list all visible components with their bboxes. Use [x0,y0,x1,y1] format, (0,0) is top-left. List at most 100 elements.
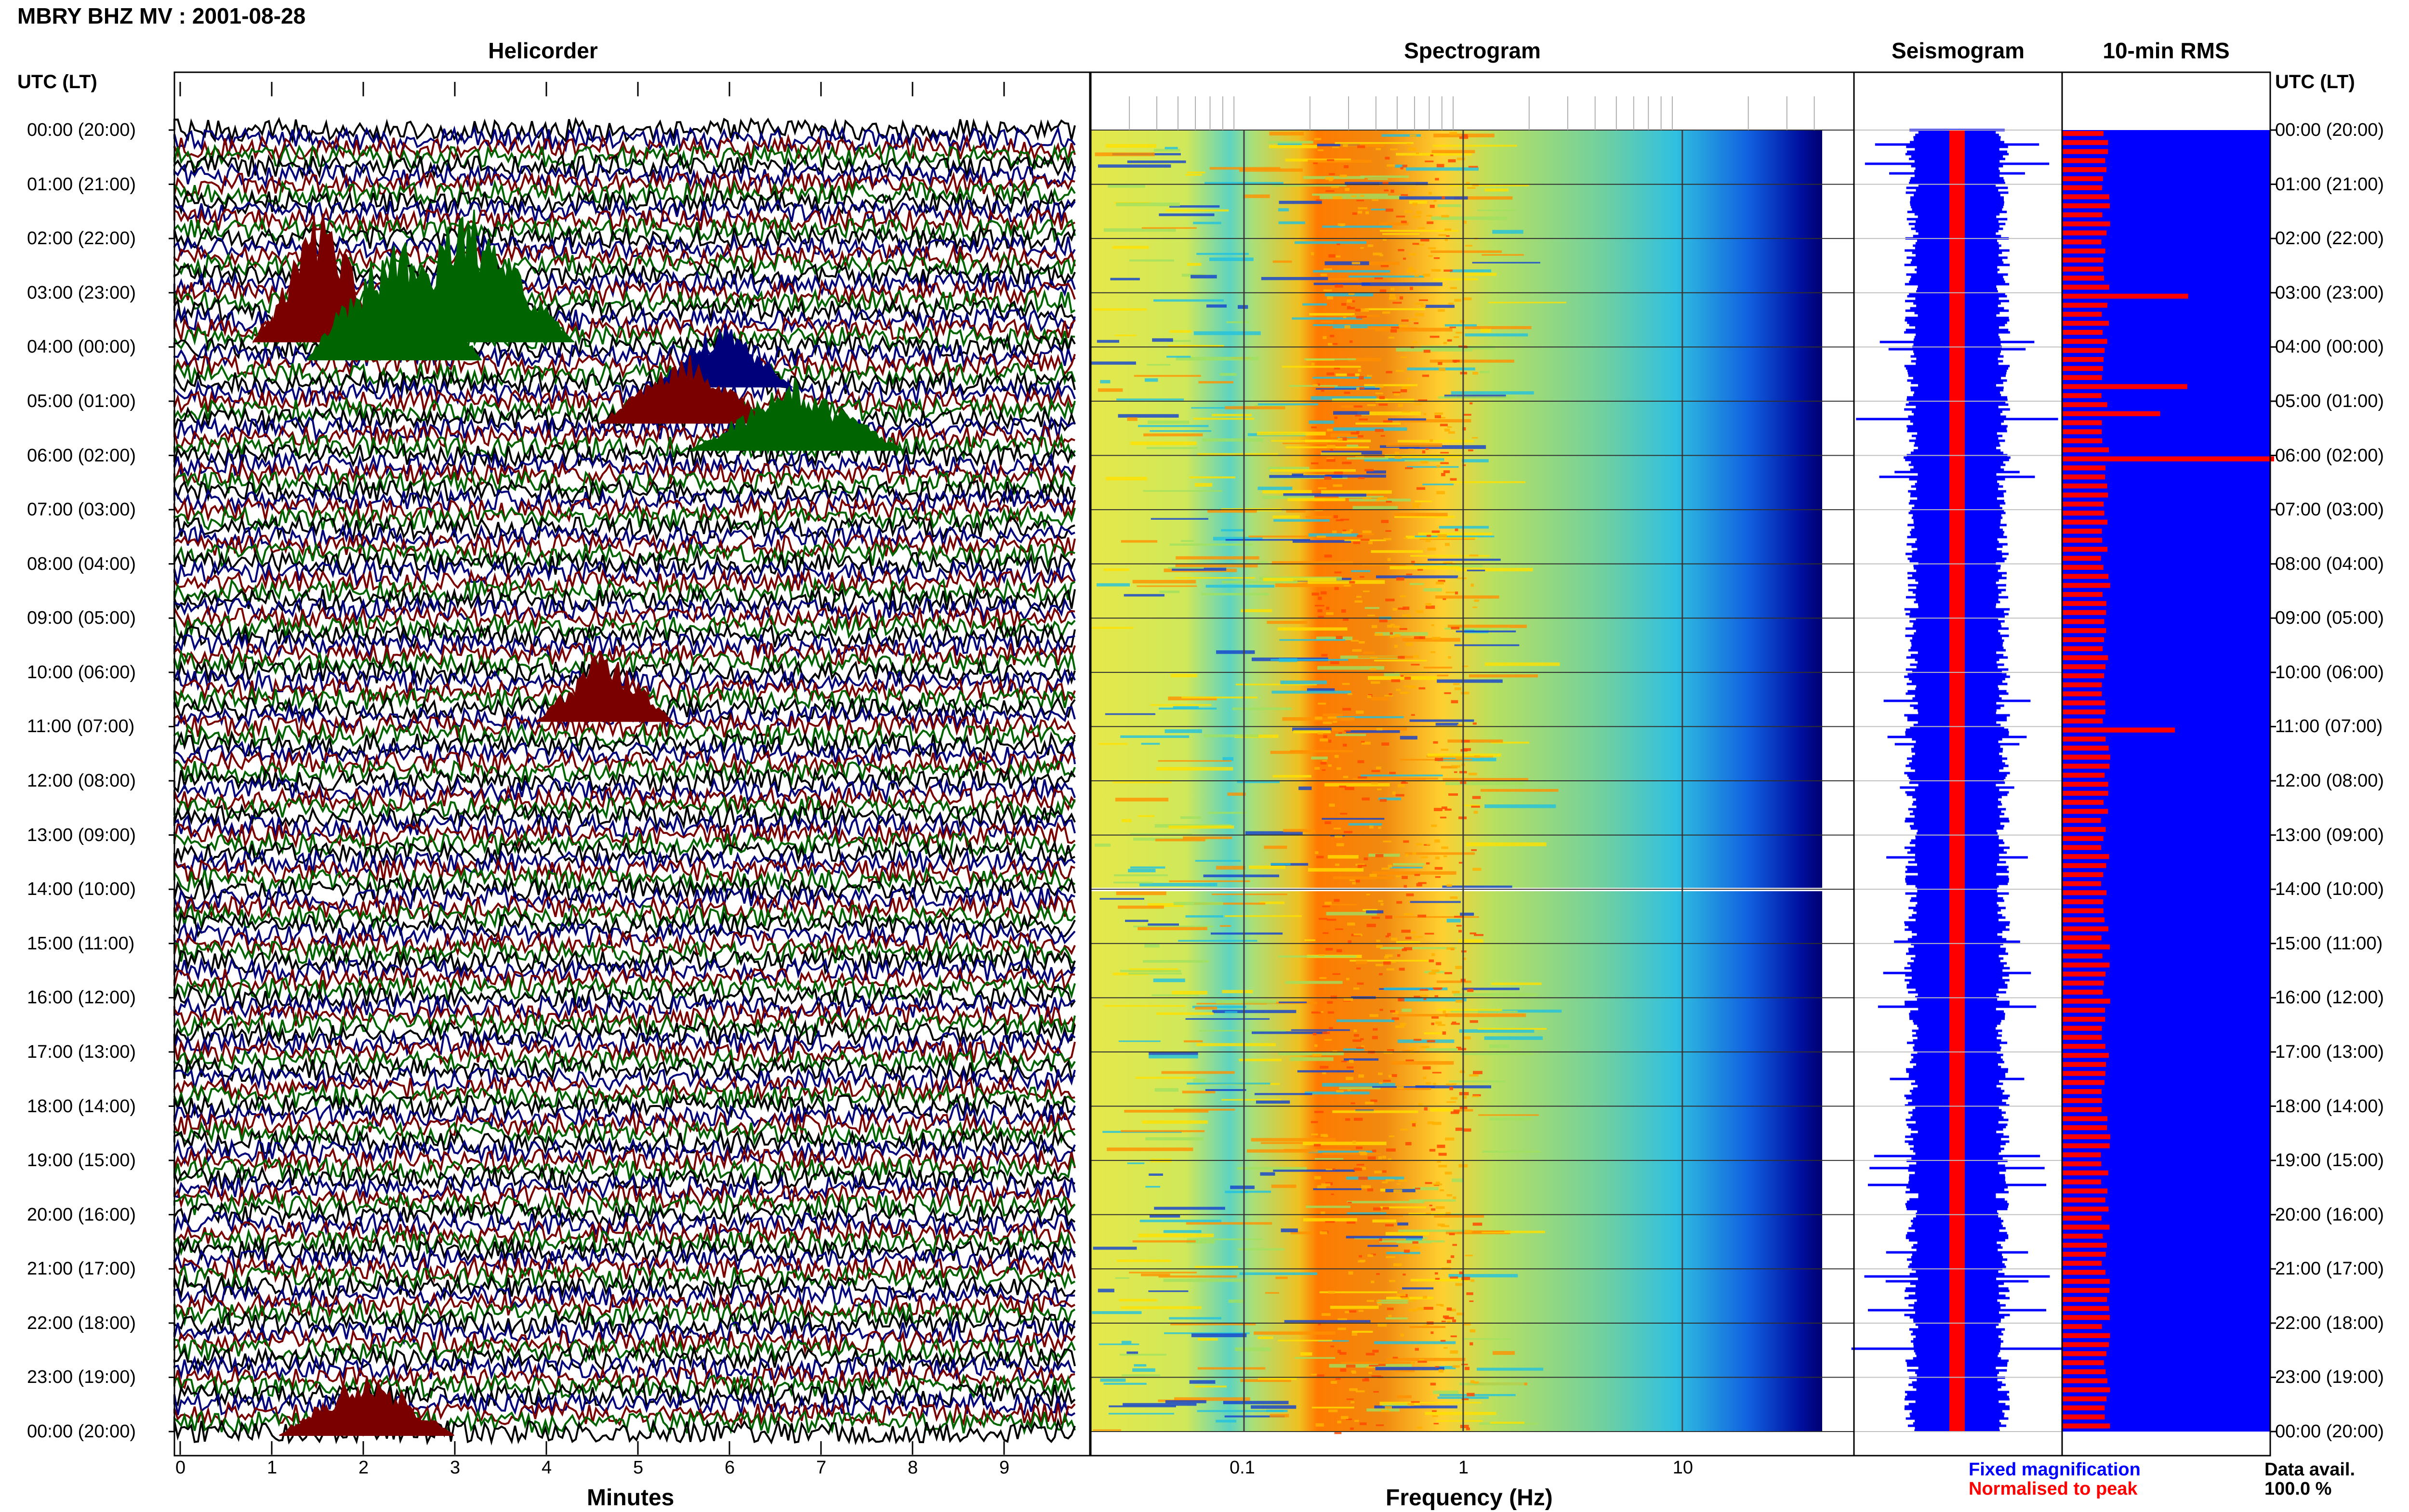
spectrogram-speckle [1323,735,1327,738]
spectrogram-speckle [1360,1422,1367,1425]
rms-normalised-bar [2062,194,2109,199]
spectrogram-speckle [1393,625,1400,628]
spectrogram-streak [1453,993,1537,996]
time-label-right: 06:00 (02:00) [2275,445,2384,466]
helicorder-trace [173,585,1076,614]
spectrogram-speckle [1382,182,1389,185]
spectrogram-speckle [1322,1313,1331,1316]
spectrogram-speckle [1367,404,1376,407]
rms-normalised-bar [2062,754,2110,760]
spectrogram-streak [1158,708,1217,710]
spectrogram-speckle [1385,157,1390,160]
spectrogram-streak [1385,454,1464,458]
spectrogram-speckle [1450,478,1457,481]
spectrogram-streak [1322,1083,1395,1087]
spectrogram-speckle [1359,576,1364,578]
spectrogram-speckle [1340,813,1348,815]
spectrogram-speckle [1386,1256,1396,1258]
spectrogram-streak [1130,833,1192,835]
spectrogram-speckle [1450,896,1458,899]
spectrogram-streak [1350,960,1430,962]
spectrogram-speckle [1418,687,1426,690]
spectrogram-streak [1410,901,1461,903]
spectrogram-speckle [1400,1023,1406,1026]
spectrogram-speckle [1430,1331,1434,1334]
spectrogram-streak [1143,433,1203,436]
spectrogram-streak [1371,209,1389,210]
spectrogram-speckle [1360,1167,1366,1170]
spectrogram-streak [1304,358,1356,360]
spectrogram-speckle [1355,414,1362,417]
spectrogram-speckle [1469,1342,1473,1346]
spectrogram-speckle [1385,1179,1395,1182]
spectrogram-speckle [1445,1137,1455,1141]
rms-normalised-bar [2062,989,2103,995]
helicorder-trace [173,1003,1076,1030]
spectrogram-speckle [1389,297,1396,300]
spectrogram-speckle [1367,615,1375,617]
spectrogram-speckle [1449,1087,1454,1091]
spectrogram-streak [1380,947,1457,949]
spectrogram-speckle [1410,1120,1416,1123]
spectrogram-speckle [1326,372,1335,376]
rms-normalised-bar [2062,1342,2109,1347]
spectrogram-streak [1394,164,1405,168]
spectrogram-speckle [1366,1300,1375,1302]
spectrogram-speckle [1463,221,1467,224]
spectrogram-streak [1339,1087,1381,1090]
spectrogram-streak [1120,1306,1202,1309]
spectrogram-streak [1194,902,1266,905]
spectrogram-speckle [1465,1367,1470,1370]
spectrogram-streak [1174,1108,1235,1111]
rms-normalised-bar [2062,1134,2110,1140]
spectrogram-speckle [1343,618,1349,621]
spectrogram-speckle [1434,1272,1438,1275]
spectrogram-speckle [1392,392,1401,394]
spectrogram-speckle [1388,336,1395,339]
spectrogram-streak [1227,792,1246,796]
rms-normalised-bar [2062,465,2105,471]
seismogram-plot [1851,129,2063,1432]
spectrogram-streak [1196,1043,1276,1046]
page-title: MBRY BHZ MV : 2001-08-28 [17,3,306,28]
spectrogram-speckle [1431,969,1440,973]
spectrogram-speckle [1431,530,1440,533]
spectrogram-streak [1116,202,1180,207]
rms-normalised-bar [2062,818,2101,823]
spectrogram-streak [1490,1421,1524,1424]
helicorder-trace [173,613,1076,641]
spectrogram-speckle [1456,756,1464,760]
spectrogram-speckle [1330,334,1335,338]
spectrogram-streak [1134,1364,1147,1367]
spectrogram-speckle [1442,196,1445,199]
time-label-left: 08:00 (04:00) [27,553,136,574]
spectrogram-streak [1386,1357,1466,1361]
spectrogram-speckle [1473,811,1478,814]
spectrogram-streak [1260,1142,1311,1144]
spectrogram-streak [1305,439,1371,443]
spectrogram-streak [1193,418,1255,420]
spectrogram-streak [1323,713,1343,717]
spectrogram-speckle [1435,581,1444,585]
spectrogram-speckle [1430,335,1440,338]
spectrogram-speckle [1446,947,1455,950]
spectrogram-streak [1472,262,1540,263]
spectrogram-streak [1220,925,1231,927]
spectrogram-speckle [1460,320,1465,323]
spectrogram-streak [1489,1044,1509,1048]
helicorder-trace [173,1128,1076,1156]
rms-normalised-bar [2062,682,2102,687]
spectrogram-streak [1222,757,1234,761]
spectrogram-streak [1156,1012,1214,1015]
spectrogram-speckle [1327,716,1337,719]
spectrogram-streak [1401,998,1467,1001]
spectrogram-speckle [1397,656,1405,659]
spectrogram-speckle [1318,487,1327,489]
spectrogram-speckle [1390,287,1395,291]
spectrogram-speckle [1405,936,1412,940]
spectrogram-speckle [1444,238,1448,241]
helicorder-trace [173,1110,1075,1138]
spectrogram-streak [1312,193,1388,196]
spectrogram-streak [1306,516,1332,518]
rms-normalised-bar [2062,429,2102,434]
